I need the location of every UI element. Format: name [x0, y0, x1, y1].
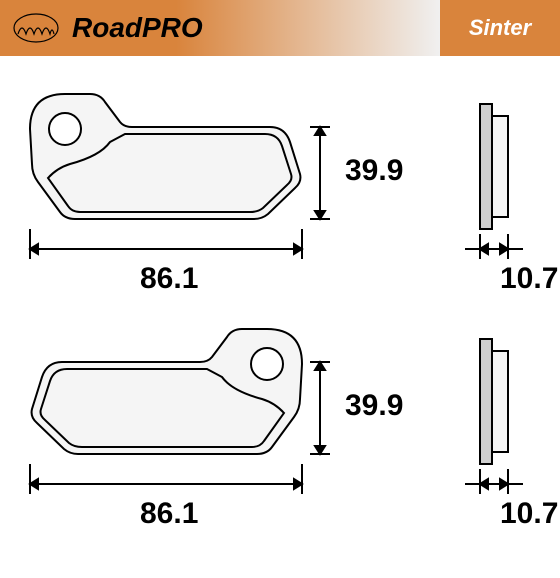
brand-suffix: PRO: [142, 12, 203, 43]
pad-row-1: 39.9 86.1: [10, 74, 550, 309]
page: RoadPRO Sinter: [0, 0, 560, 560]
pad1-thickness-label: 10.7: [500, 262, 558, 296]
pad2-height-label: 39.9: [345, 389, 403, 423]
header: RoadPRO Sinter: [0, 0, 560, 56]
pad1-height-label: 39.9: [345, 154, 403, 188]
pad1-width-label: 86.1: [140, 262, 198, 296]
pad2-thickness-label: 10.7: [500, 497, 558, 531]
brand-prefix: Road: [72, 12, 142, 43]
brand-logo-icon: [12, 12, 60, 44]
pad2-width-label: 86.1: [140, 497, 198, 531]
pad-type-label: Sinter: [440, 0, 560, 56]
header-left: RoadPRO: [0, 0, 440, 56]
pad-row-2: 39.9 86.1 10.7: [10, 309, 550, 544]
diagram-content: 39.9 86.1: [0, 56, 560, 578]
brand-name: RoadPRO: [72, 12, 203, 44]
